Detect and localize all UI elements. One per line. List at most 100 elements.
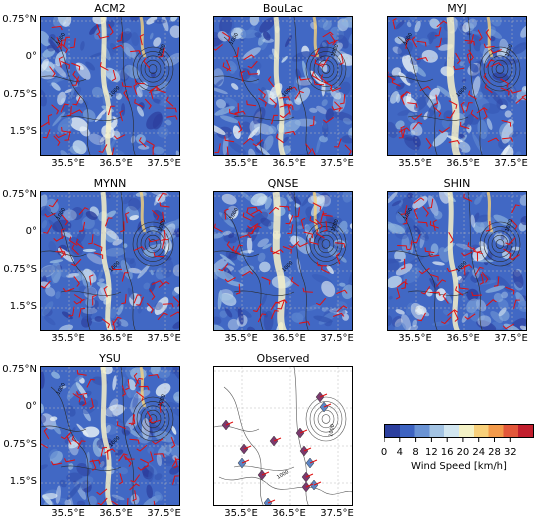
wind-barb: [47, 114, 53, 125]
speed-patch: [433, 210, 443, 220]
speed-patch: [42, 494, 53, 505]
wind-barb: [510, 219, 518, 230]
wind-barb: [134, 79, 145, 85]
speed-patch: [215, 99, 227, 109]
wind-barb: [424, 247, 435, 254]
speed-patch: [111, 494, 125, 501]
speed-patch: [461, 295, 468, 302]
panel-title: BouLac: [262, 2, 304, 15]
speed-patch: [78, 285, 97, 296]
speed-patch: [229, 65, 236, 74]
wind-barb: [279, 111, 291, 119]
speed-patch: [395, 309, 405, 315]
speed-patch: [251, 222, 260, 242]
contour-line: [479, 221, 521, 267]
speed-patch: [52, 270, 63, 284]
speed-patch: [259, 261, 271, 273]
speed-patch: [482, 45, 490, 64]
speed-patch: [214, 123, 226, 135]
wind-barb: [290, 277, 300, 287]
speed-patch: [403, 35, 415, 40]
speed-patch: [49, 259, 64, 264]
wind-barb: [86, 378, 95, 388]
speed-patch: [243, 47, 261, 60]
wind-barb: [133, 246, 145, 252]
wind-barb: [133, 372, 140, 385]
speed-patch: [406, 21, 412, 28]
speed-patch: [268, 125, 277, 135]
wind-barb: [158, 47, 165, 58]
contour-line: [136, 51, 170, 87]
wind-barb: [93, 252, 104, 260]
speed-patch: [432, 131, 449, 147]
speed-patch: [408, 325, 419, 330]
speed-patch: [109, 398, 119, 411]
speed-patch: [252, 107, 266, 125]
speed-patch: [136, 86, 143, 98]
wind-barb: [455, 286, 464, 296]
wind-barb: [125, 211, 130, 224]
speed-patch: [220, 115, 239, 124]
wind-barb: [313, 481, 322, 486]
speed-patch: [153, 146, 165, 155]
contour-line: [233, 465, 295, 471]
wind-barb: [156, 85, 166, 94]
wind-barb: [113, 134, 126, 140]
wind-barb: [121, 82, 132, 88]
speed-patch: [388, 315, 393, 327]
speed-patch: [53, 63, 67, 78]
wind-barb: [476, 107, 488, 114]
wind-barb: [71, 258, 82, 267]
rift-high-speed-band: [272, 192, 287, 330]
wind-barb: [222, 31, 231, 42]
wind-barb: [417, 312, 426, 322]
map-background: [214, 367, 352, 505]
wind-barb: [112, 44, 124, 50]
speed-patch: [220, 293, 235, 304]
map-panel-observed: Observed 1000 1000 35.5°E 36.5°E 37.5°E: [213, 352, 354, 519]
colorbar-tick-label: 8: [412, 447, 419, 458]
contour-line: [214, 75, 260, 82]
wind-barb: [285, 86, 298, 91]
wind-barb: [401, 278, 407, 290]
speed-patch: [348, 31, 352, 44]
speed-patch: [154, 473, 163, 481]
speed-patch: [516, 90, 526, 101]
wind-barb: [464, 313, 476, 320]
wind-barb: [448, 140, 460, 145]
wind-barb: [111, 265, 123, 271]
wind-barb: [100, 447, 108, 457]
speed-patch: [99, 461, 105, 468]
speed-patch: [461, 78, 467, 83]
wind-barb: [279, 104, 291, 109]
speed-patch: [250, 193, 267, 206]
wind-barb: [165, 96, 174, 107]
wind-barb: [226, 59, 231, 72]
speed-patch: [511, 246, 521, 251]
wind-barb: [157, 192, 167, 202]
speed-patch: [219, 310, 228, 318]
rift-high-speed-band: [100, 367, 113, 505]
wind-barb: [138, 385, 150, 391]
speed-patch: [109, 306, 117, 319]
speed-patch: [51, 422, 61, 435]
speed-patch: [76, 500, 86, 505]
wind-barb: [432, 219, 437, 231]
wind-barb: [251, 225, 262, 233]
speed-patch: [504, 83, 518, 104]
speed-patch: [105, 192, 112, 199]
speed-patch: [112, 375, 117, 391]
speed-patch: [80, 40, 85, 51]
speed-patch: [515, 151, 522, 155]
speed-patch: [161, 435, 170, 453]
speed-patch: [94, 108, 108, 122]
wind-barb: [303, 231, 313, 239]
contour-label: 1000: [56, 32, 68, 46]
speed-patch: [167, 401, 179, 418]
speed-patch: [172, 367, 179, 380]
speed-patch: [332, 91, 346, 113]
contour-line: [467, 192, 483, 330]
speed-patch: [520, 24, 526, 38]
